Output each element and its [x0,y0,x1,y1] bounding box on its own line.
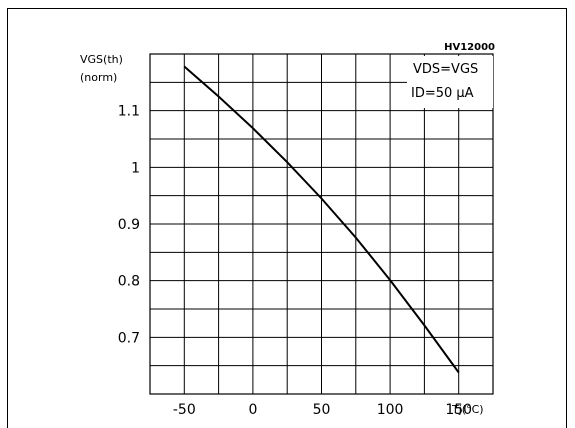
condition-id: ID=50 μA [411,86,474,101]
x-axis-label: Tj(°C) [451,403,484,416]
plot-border [149,53,494,395]
grid [150,54,493,394]
y-tick-labels: 0.7 0.8 0.9 1 1.1 [118,104,140,347]
series-line [183,65,460,374]
y-tick-label: 0.7 [118,330,140,346]
y-axis-label-line2: (norm) [80,71,117,84]
x-tick-label: 150 [445,402,472,418]
x-tick-label: -50 [173,402,196,418]
chart-code: HV12000 [444,42,495,53]
y-tick-label: 1.1 [118,104,140,120]
x-tick-label: 0 [248,402,257,418]
figure-frame [7,8,567,428]
x-tick-label: 50 [313,402,331,418]
condition-box [407,56,493,108]
y-axis-label-line1: VGS(th) [80,53,123,66]
y-tick-label: 0.9 [118,217,140,233]
y-tick-label: 0.8 [118,274,140,290]
x-tick-label: 100 [377,402,404,418]
x-tick-labels: -50 0 50 100 150 [173,402,472,418]
y-tick-label: 1 [131,160,140,176]
condition-vds: VDS=VGS [413,62,478,77]
